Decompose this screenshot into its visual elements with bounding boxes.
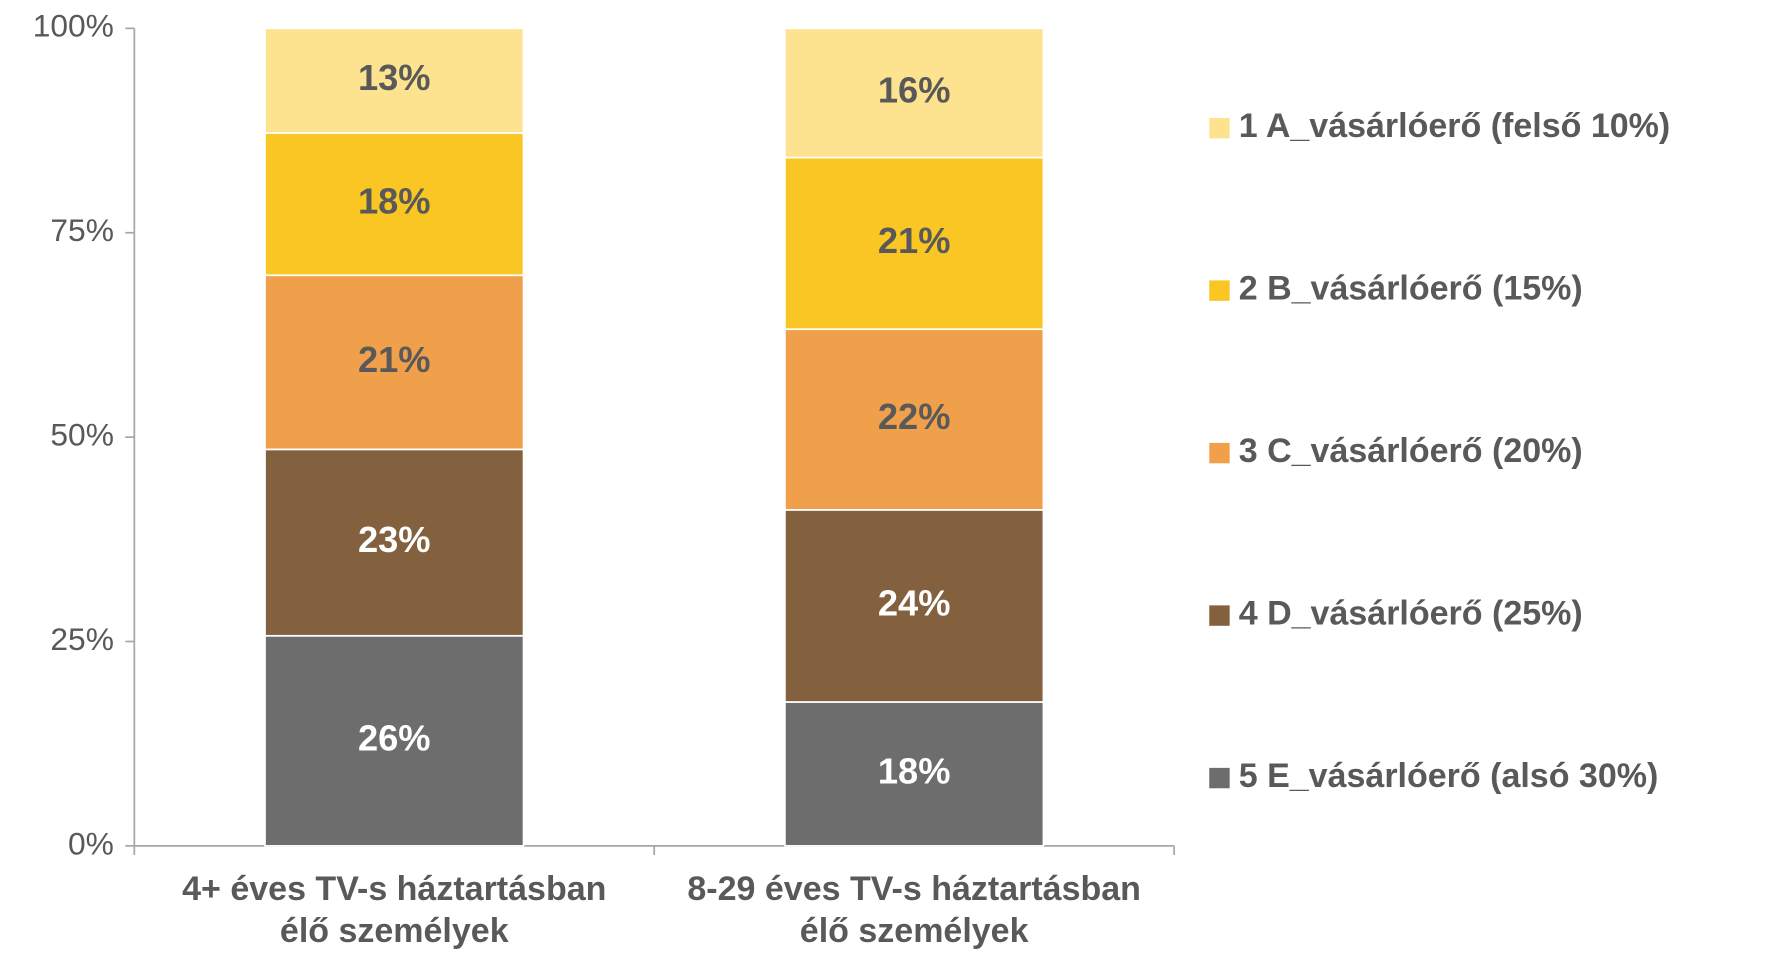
value-label: 24% bbox=[878, 583, 951, 624]
legend-swatch bbox=[1209, 605, 1230, 626]
legend-swatch bbox=[1209, 117, 1230, 139]
bar-segment bbox=[264, 448, 525, 637]
bar-segment bbox=[784, 509, 1045, 703]
y-tick-label: 25% bbox=[50, 621, 114, 657]
x-tick-label: élő személyek bbox=[800, 912, 1029, 950]
legend-swatch bbox=[1209, 280, 1230, 301]
legend-swatch bbox=[1209, 767, 1230, 789]
legend-label: 2 B_vásárlóerő (15%) bbox=[1239, 270, 1583, 308]
bar-segment bbox=[784, 156, 1045, 331]
value-label: 21% bbox=[878, 220, 951, 261]
y-tick-label: 0% bbox=[68, 825, 114, 861]
bar-segment bbox=[784, 328, 1045, 511]
value-label: 21% bbox=[358, 339, 431, 380]
legend-label: 3 C_vásárlóerő (20%) bbox=[1239, 432, 1583, 470]
legend-label: 1 A_vásárlóerő (felső 10%) bbox=[1239, 107, 1671, 145]
value-label: 26% bbox=[358, 717, 431, 758]
y-tick-label: 75% bbox=[50, 212, 114, 248]
bar-segment bbox=[784, 701, 1045, 847]
x-tick-label: élő személyek bbox=[280, 912, 509, 950]
value-label: 13% bbox=[358, 57, 431, 98]
bar-segment bbox=[264, 27, 525, 134]
value-label: 23% bbox=[358, 519, 431, 560]
legend-swatch bbox=[1209, 442, 1230, 464]
legend-label: 4 D_vásárlóerő (25%) bbox=[1239, 595, 1583, 633]
x-tick-label: 4+ éves TV-s háztartásban bbox=[182, 870, 606, 908]
y-tick-label: 100% bbox=[33, 8, 114, 44]
legend-label: 5 E_vásárlóerő (alsó 30%) bbox=[1239, 757, 1659, 795]
value-label: 18% bbox=[358, 181, 431, 222]
bar-segment bbox=[264, 274, 525, 451]
y-tick-label: 50% bbox=[50, 417, 114, 453]
x-tick-label: 8-29 éves TV-s háztartásban bbox=[687, 870, 1141, 908]
value-label: 22% bbox=[878, 396, 951, 437]
bar-segment bbox=[784, 27, 1045, 159]
value-label: 16% bbox=[878, 70, 951, 111]
value-label: 18% bbox=[878, 751, 951, 792]
bar-segment bbox=[264, 132, 525, 277]
